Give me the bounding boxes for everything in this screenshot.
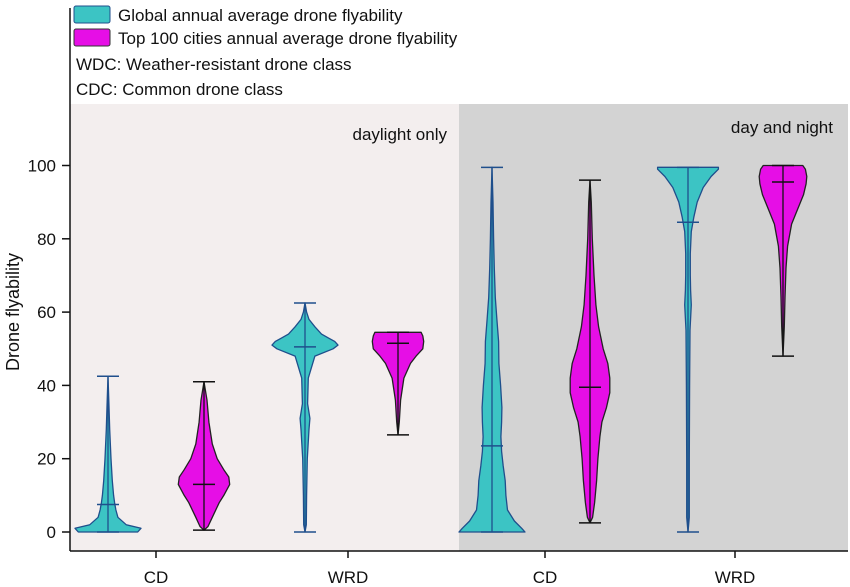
y-axis-title: Drone flyability [3,253,23,371]
x-tick-label-1: WRD [328,568,369,587]
x-tick-label-0: CD [144,568,169,587]
legend-note-wdc: WDC: Weather-resistant drone class [76,55,352,74]
x-tick-label-3: WRD [715,568,756,587]
panel-label-daynight: day and night [731,118,833,137]
x-tick-group: CD WRD CD WRD [144,551,756,587]
x-tick-label-2: CD [533,568,558,587]
panel-bg-daylight [70,104,459,551]
violin-group [74,164,808,533]
y-tick-label-0: 0 [47,523,56,542]
legend: Global annual average drone flyability T… [73,5,458,99]
y-tick-label-100: 100 [28,157,56,176]
y-tick-label-80: 80 [37,230,56,249]
legend-note-cdc: CDC: Common drone class [76,80,283,99]
legend-label-top100: Top 100 cities annual average drone flya… [118,29,458,48]
legend-label-global: Global annual average drone flyability [118,6,403,25]
y-tick-group: 0 20 40 60 80 100 [28,157,70,542]
legend-swatch-top100 [73,28,111,47]
panel-label-daylight: daylight only [352,125,447,144]
legend-swatch-global [73,5,111,24]
y-tick-label-20: 20 [37,450,56,469]
y-tick-label-40: 40 [37,376,56,395]
y-tick-label-60: 60 [37,303,56,322]
